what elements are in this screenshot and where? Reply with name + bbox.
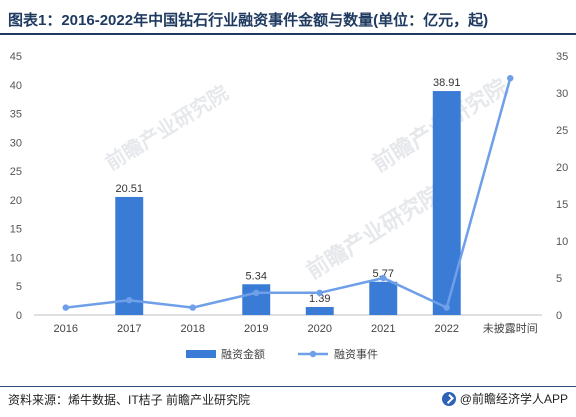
y-left-tick-label: 30 — [10, 137, 22, 149]
bar-data-label: 20.51 — [115, 183, 143, 195]
y-left-tick-label: 5 — [16, 281, 22, 293]
y-right-tick-label: 30 — [556, 88, 568, 100]
brand-logo-icon — [441, 391, 456, 406]
source-note: 资料来源：烯牛数据、IT桔子 前瞻产业研究院 — [8, 393, 250, 407]
legend-bar-label: 融资金额 — [221, 347, 265, 361]
title-divider — [0, 33, 576, 35]
line-point — [62, 304, 69, 311]
y-right-tick-label: 15 — [556, 199, 568, 211]
y-right-tick-label: 25 — [556, 125, 568, 137]
line-point — [316, 289, 323, 296]
brand-label: @前瞻经济学人APP — [459, 392, 568, 406]
bar — [369, 281, 398, 315]
line-point — [380, 274, 387, 282]
y-left-tick-label: 20 — [10, 195, 22, 207]
line-point — [253, 289, 260, 296]
y-left-tick-label: 15 — [10, 224, 22, 236]
bar — [115, 196, 144, 315]
line-point — [126, 297, 133, 304]
bar-data-label: 38.91 — [433, 77, 461, 89]
x-tick-label: 2022 — [435, 323, 459, 335]
y-right-tick-label: 5 — [556, 273, 562, 285]
x-tick-label: 2020 — [308, 323, 332, 335]
y-left-tick-label: 40 — [10, 80, 22, 92]
y-left-tick-label: 10 — [10, 252, 22, 264]
series-line — [65, 77, 512, 310]
x-tick-label: 2018 — [181, 323, 205, 335]
bar-data-label: 5.77 — [373, 268, 394, 280]
bar — [432, 91, 461, 315]
y-left-tick-label: 0 — [16, 310, 22, 322]
x-tick-label: 未披露时间 — [483, 321, 538, 335]
bar — [242, 284, 271, 315]
chart: 0 5 10 15 20 25 30 35 40 45 0 5 10 15 20 25 30 35 2016 2017… — [10, 51, 569, 361]
line-point — [443, 304, 450, 311]
brand: @前瞻经济学人APP — [441, 390, 568, 407]
y-left-tick-label: 35 — [10, 109, 22, 121]
y-left-tick-label: 45 — [10, 51, 22, 63]
y-right-tick-label: 10 — [556, 236, 568, 248]
legend-bar-swatch — [186, 350, 216, 358]
y-left-tick-label: 25 — [10, 166, 22, 178]
legend-line-marker — [309, 350, 317, 358]
line-point — [189, 304, 196, 311]
x-tick-label: 2021 — [371, 323, 395, 335]
legend-line-label: 融资事件 — [334, 348, 378, 361]
x-tick-label: 2017 — [117, 323, 141, 335]
bar — [305, 306, 334, 315]
footer-divider — [0, 386, 576, 387]
x-tick-label: 2016 — [54, 323, 78, 335]
chart-title: 图表1：2016-2022年中国钻石行业融资事件金额与数量(单位：亿元，起) — [8, 12, 489, 29]
bar-data-label: 5.34 — [246, 270, 267, 282]
y-right-tick-label: 0 — [556, 310, 562, 322]
y-right-tick-label: 35 — [556, 51, 568, 63]
line-point — [507, 75, 514, 82]
x-tick-label: 2019 — [244, 323, 268, 335]
bar-data-label: 1.39 — [309, 293, 330, 305]
y-right-tick-label: 20 — [556, 162, 568, 174]
